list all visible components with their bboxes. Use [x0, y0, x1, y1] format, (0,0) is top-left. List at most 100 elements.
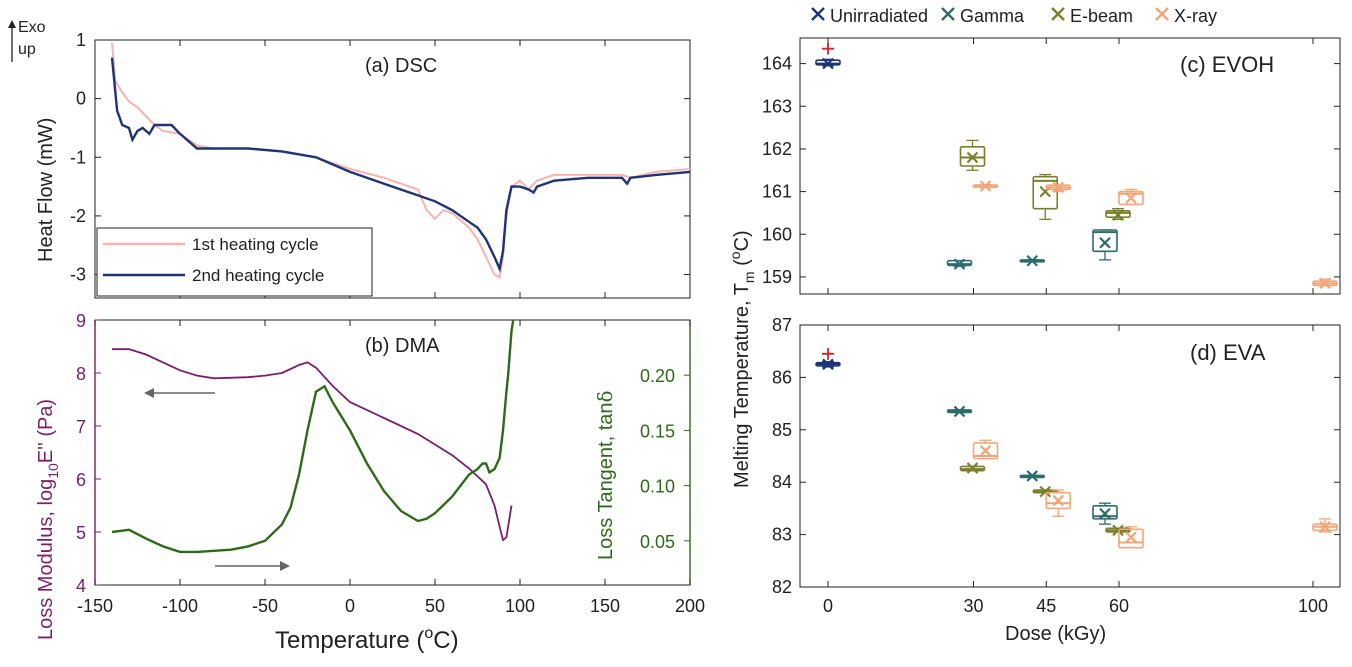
exo-arrow-icon: [8, 20, 16, 62]
box-body: [1118, 190, 1144, 206]
box-body: [1045, 491, 1072, 510]
dsc-y-label: Heat Flow (mW): [35, 118, 57, 262]
dsc-y-tick-label: -3: [70, 265, 86, 285]
outlier-marker: [822, 42, 834, 55]
y-tick-label: 86: [772, 367, 792, 387]
dsc-ticks: 1 0 -1 -2 -3: [70, 30, 691, 298]
evoh-panel: 164 163 162 161 160 159 (c) EVOH: [762, 37, 1341, 295]
left-x-tick-label: 150: [590, 596, 620, 616]
box-mean-marker: [953, 258, 966, 270]
box-mean-marker: [1125, 192, 1137, 204]
dsc-second-cycle-line: [110, 57, 691, 273]
evoh-axes-frame: [799, 37, 1341, 295]
dma-left-y-tick-label: 6: [76, 470, 86, 490]
outlier-marker: [822, 347, 834, 360]
right-x-tick-label: 30: [963, 596, 983, 616]
right-x-tick-label: 0: [823, 596, 833, 616]
dsc-y-tick-label: 1: [76, 30, 86, 50]
dma-left-y-tick-label: 8: [76, 364, 86, 384]
right-x-label: Dose (kGy): [1005, 623, 1106, 645]
legend-item-label: X-ray: [1174, 6, 1217, 26]
y-tick-label: 83: [772, 525, 792, 545]
box-mean-marker: [966, 462, 979, 474]
dsc-title: (a) DSC: [365, 55, 437, 77]
box-mean-marker: [979, 444, 992, 457]
box-mean-marker: [1052, 181, 1065, 194]
box-mean-marker: [1099, 237, 1111, 249]
legend-marker-icon: [811, 7, 825, 21]
loss-modulus-line: [112, 348, 513, 542]
dma-left-y-tick-label: 9: [76, 311, 86, 331]
box-body: [1032, 175, 1059, 210]
eva-panel: 87 86 85 84 83 82 (d) EVA 0 30 45 60 100 Dose (kG…: [772, 315, 1341, 645]
left-x-label: Temperature (oC): [275, 625, 459, 654]
dsc-y-tick-label: -2: [70, 206, 86, 226]
legend-item-label: Unirradiated: [830, 6, 928, 26]
dsc-legend: 1st heating cycle 2nd heating cycle: [96, 227, 373, 297]
y-tick-label: 164: [762, 54, 792, 74]
y-tick-label: 82: [772, 577, 792, 597]
box-body: [1105, 210, 1131, 219]
box-mean-marker: [1026, 470, 1039, 482]
dsc-y-tick-label: -1: [70, 147, 86, 167]
eva-axes-frame: [799, 324, 1341, 588]
box-body: [1092, 229, 1118, 253]
eva-ticks: 87 86 85 84 83 82: [772, 315, 1340, 597]
legend-marker-icon: [1051, 7, 1065, 21]
dma-right-y-tick-label: 0.20: [640, 366, 675, 386]
box-mean-marker: [1052, 494, 1065, 507]
dma-title: (b) DMA: [365, 335, 440, 357]
dma-left-y-tick-label: 5: [76, 523, 86, 543]
loss-tangent-line: [111, 319, 515, 554]
box-mean-marker: [966, 151, 979, 164]
box-mean-marker: [1125, 531, 1137, 543]
exo-label: Exo: [18, 19, 46, 36]
dsc-y-tick-label: 0: [76, 89, 86, 109]
right-arrow-icon: [215, 561, 290, 571]
box-body: [1118, 528, 1144, 549]
box-mean-marker: [953, 405, 966, 418]
right-y-label: Melting Temperature, Tm (oC): [727, 230, 757, 488]
dsc-series: [110, 42, 691, 280]
eva-boxes: [815, 347, 1338, 549]
y-tick-label: 84: [772, 472, 792, 492]
right-x-tick-label: 100: [1298, 596, 1328, 616]
dma-right-y-tick-label: 0.05: [640, 532, 675, 552]
left-arrow-icon: [144, 388, 215, 398]
left-x-tick-label: 50: [425, 596, 445, 616]
dma-left-y-tick-label: 4: [76, 576, 86, 596]
y-tick-label: 87: [772, 315, 792, 335]
box-mean-marker: [1112, 209, 1124, 221]
dma-ticks: 4 5 6 7 8 9 0.05 0.10 0.15 0.20: [76, 311, 691, 596]
exo-up-label: up: [18, 41, 36, 58]
y-tick-label: 85: [772, 420, 792, 440]
legend-marker-icon: [1155, 7, 1169, 21]
left-x-tick-label: 0: [345, 596, 355, 616]
box-body: [972, 442, 999, 460]
dma-right-y-tick-label: 0.10: [640, 477, 675, 497]
right-legend: Unirradiated Gamma E-beam X-ray: [811, 6, 1217, 26]
right-x-tick-label: 45: [1036, 596, 1056, 616]
box-body: [1092, 504, 1118, 520]
box-mean-marker: [822, 57, 834, 70]
box-mean-marker: [1112, 524, 1124, 537]
box-mean-marker: [1026, 254, 1039, 267]
legend-item-label: Gamma: [960, 6, 1025, 26]
y-tick-label: 161: [762, 182, 792, 202]
box-mean-marker: [1319, 277, 1331, 290]
dsc-panel: 1 0 -1 -2 -3 (a) DSC Heat Flow (mW) Exo up 1…: [8, 19, 691, 299]
eva-label: (d) EVA: [1190, 340, 1266, 365]
y-tick-label: 163: [762, 96, 792, 116]
legend-label-second: 2nd heating cycle: [192, 266, 324, 285]
dma-panel: 4 5 6 7 8 9 0.05 0.10 0.15 0.20 (b) DMA Loss Modu…: [35, 311, 705, 654]
left-x-tick-label: -150: [77, 596, 113, 616]
left-x-tick-label: 200: [675, 596, 705, 616]
left-x-tick-label: -100: [162, 596, 198, 616]
left-x-tick-label: 100: [505, 596, 535, 616]
dma-left-y-label: Loss Modulus, log10E'' (Pa): [35, 399, 61, 640]
y-tick-label: 162: [762, 139, 792, 159]
left-x-tick-label: -50: [252, 596, 278, 616]
evoh-boxes: [815, 42, 1338, 290]
right-x-tick-label: 60: [1109, 596, 1129, 616]
